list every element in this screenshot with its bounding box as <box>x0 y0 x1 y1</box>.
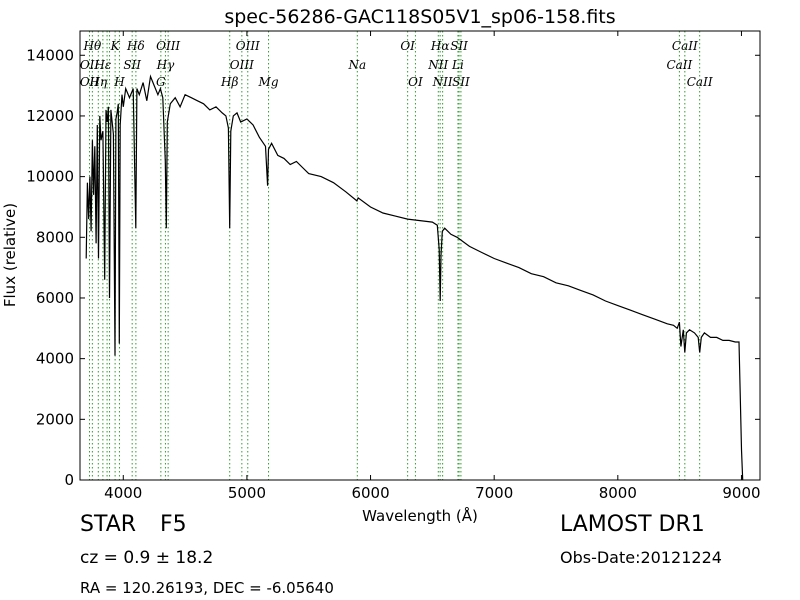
observation-date: Obs-Date:20121224 <box>560 548 722 567</box>
line-marker-label: Hη <box>88 75 107 89</box>
survey-name: LAMOST DR1 <box>560 512 705 537</box>
line-marker-label: K <box>110 39 121 53</box>
line-marker-label: Li <box>451 58 464 72</box>
line-marker-label: SII <box>452 75 470 89</box>
line-marker-label: H <box>113 75 125 89</box>
line-marker-label: OI <box>408 75 423 89</box>
spectral-line-labels: OII OII Hθ Hη Hε K H SII Hδ G Hγ OIII Hβ OIII OIII Mg Na… <box>80 39 713 89</box>
x-tick-label: 6000 <box>351 484 389 502</box>
line-marker-label: OIII <box>236 39 260 53</box>
line-marker-label: OIII <box>230 58 254 72</box>
line-marker-label: SII <box>123 58 141 72</box>
axis-ticks: 4000 5000 6000 7000 8000 9000 0 2000 4000 6000 800… <box>26 31 761 502</box>
y-tick-label: 4000 <box>36 350 74 368</box>
line-marker-label: Hβ <box>220 75 238 89</box>
line-marker-label: CaII <box>672 39 698 53</box>
plot-frame <box>79 30 761 481</box>
line-marker-label: Hγ <box>156 58 175 72</box>
line-marker-label: Hε <box>93 58 111 72</box>
coordinates: RA = 120.26193, DEC = -6.05640 <box>80 579 334 597</box>
line-marker-label: Hα <box>430 39 450 53</box>
object-type: STAR <box>80 512 137 537</box>
y-tick-label: 6000 <box>36 289 74 307</box>
x-axis-label: Wavelength (Å) <box>362 506 478 525</box>
line-marker-label: NII <box>427 58 448 72</box>
y-tick-label: 12000 <box>26 107 74 125</box>
line-marker-label: OII <box>80 58 100 72</box>
line-marker-label: G <box>156 75 166 89</box>
y-tick-label: 0 <box>64 471 74 489</box>
x-tick-label: 9000 <box>722 484 760 502</box>
chart-title: spec-56286-GAC118S05V1_sp06-158.fits <box>224 6 615 28</box>
line-marker-label: OI <box>400 39 415 53</box>
line-marker-label: Hδ <box>126 39 145 53</box>
line-marker-label: SII <box>450 39 468 53</box>
line-marker-label: OIII <box>156 39 180 53</box>
spectral-line-markers <box>89 31 701 480</box>
y-tick-label: 10000 <box>26 168 74 186</box>
line-marker-label: Hθ <box>83 39 102 53</box>
line-marker-label: Na <box>347 58 366 72</box>
object-class: F5 <box>160 512 187 537</box>
line-marker-label: Mg <box>258 75 279 89</box>
y-axis-label: Flux (relative) <box>1 203 19 307</box>
line-marker-label: CaII <box>666 58 692 72</box>
y-tick-label: 14000 <box>26 46 74 64</box>
x-tick-label: 8000 <box>599 484 637 502</box>
x-tick-label: 5000 <box>228 484 266 502</box>
line-marker-label: OII <box>80 75 100 89</box>
redshift-value: cz = 0.9 ± 18.2 <box>80 548 214 568</box>
line-marker-label: CaII <box>687 75 713 89</box>
x-tick-label: 4000 <box>104 484 142 502</box>
line-marker-label: NII <box>432 75 453 89</box>
spectrum-line <box>85 74 744 481</box>
y-tick-label: 2000 <box>36 410 74 428</box>
y-tick-label: 8000 <box>36 228 74 246</box>
x-tick-label: 7000 <box>475 484 513 502</box>
